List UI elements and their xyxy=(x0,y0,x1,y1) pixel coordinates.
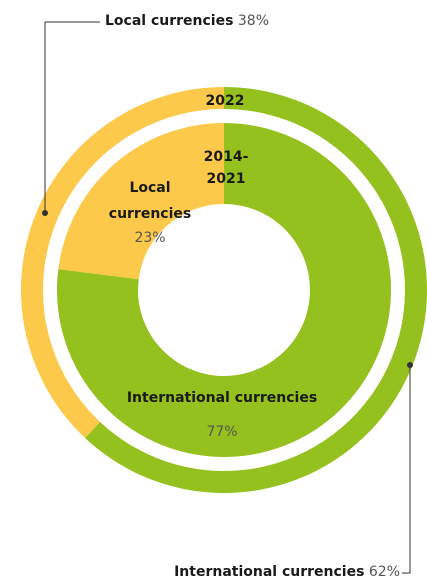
donut-segment xyxy=(85,87,427,493)
donut-segment xyxy=(20,87,224,438)
value-label: 23% xyxy=(134,230,166,246)
leader-line xyxy=(402,365,411,574)
category-label: Local currencies xyxy=(108,180,192,222)
leader-dot xyxy=(42,210,48,216)
outer-local-label: Local currencies 38% xyxy=(105,10,305,32)
leader-line xyxy=(44,21,100,213)
inner-local-label: Local currencies 23% xyxy=(100,175,200,249)
donut-segment xyxy=(58,123,224,280)
ring-name: 2022 xyxy=(205,93,245,109)
value-label: 38% xyxy=(237,13,269,29)
donut-segment xyxy=(56,123,392,457)
category-label: International currencies xyxy=(126,390,318,406)
ring-name: 2014-2021 xyxy=(203,149,249,187)
value-label: 62% xyxy=(368,564,400,580)
outer-international-label: International currencies 62% xyxy=(90,561,400,581)
leader-dot xyxy=(407,362,413,368)
value-label: 77% xyxy=(206,424,238,440)
inner-international-label: International currencies 77% xyxy=(92,387,352,443)
category-label: Local currencies xyxy=(105,13,234,29)
category-label: International currencies xyxy=(174,564,365,580)
